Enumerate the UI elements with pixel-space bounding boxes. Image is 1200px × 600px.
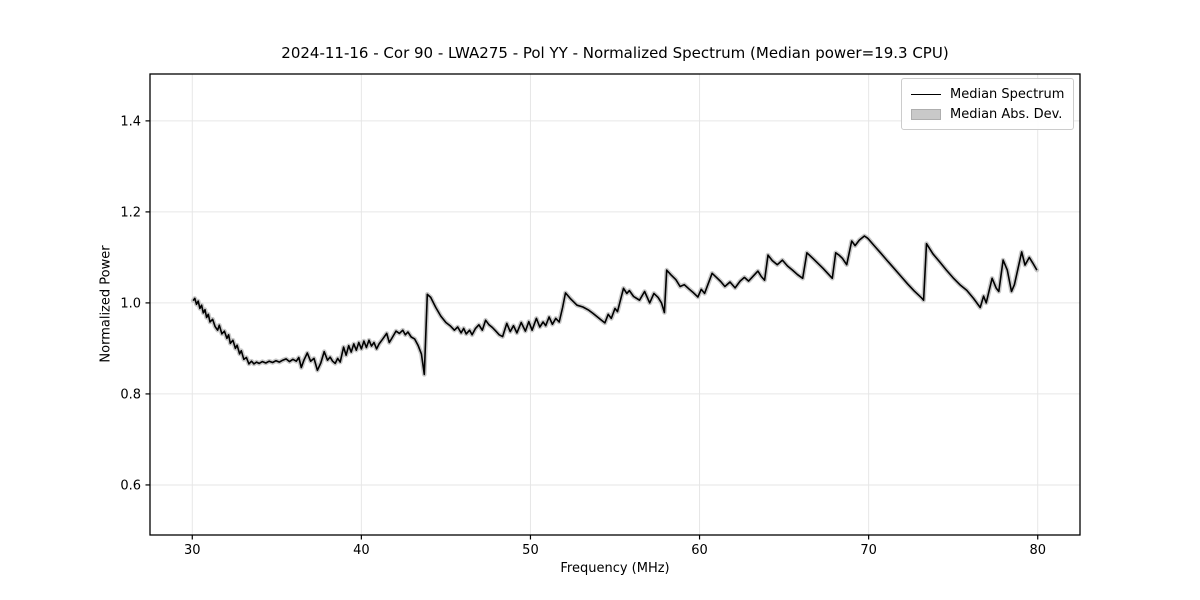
svg-text:0.6: 0.6	[120, 478, 141, 493]
legend: Median Spectrum Median Abs. Dev.	[901, 78, 1075, 130]
svg-text:60: 60	[691, 543, 708, 558]
svg-text:1.0: 1.0	[120, 296, 141, 311]
svg-text:1.4: 1.4	[120, 114, 141, 129]
svg-text:70: 70	[860, 543, 877, 558]
y-axis-label: Normalized Power	[98, 245, 114, 363]
svg-text:0.8: 0.8	[120, 387, 141, 402]
svg-text:50: 50	[522, 543, 539, 558]
svg-text:30: 30	[184, 543, 201, 558]
chart-title: 2024-11-16 - Cor 90 - LWA275 - Pol YY - …	[281, 44, 949, 62]
legend-entry-median-spectrum: Median Spectrum	[911, 84, 1064, 104]
x-axis-label: Frequency (MHz)	[560, 561, 670, 576]
legend-label: Median Spectrum	[950, 86, 1065, 102]
svg-text:40: 40	[353, 543, 370, 558]
legend-label: Median Abs. Dev.	[950, 106, 1063, 122]
svg-text:1.2: 1.2	[120, 205, 141, 220]
legend-entry-median-abs-dev: Median Abs. Dev.	[911, 104, 1064, 124]
legend-patch-swatch	[911, 108, 941, 120]
legend-line-swatch	[911, 93, 941, 95]
svg-text:80: 80	[1029, 543, 1046, 558]
